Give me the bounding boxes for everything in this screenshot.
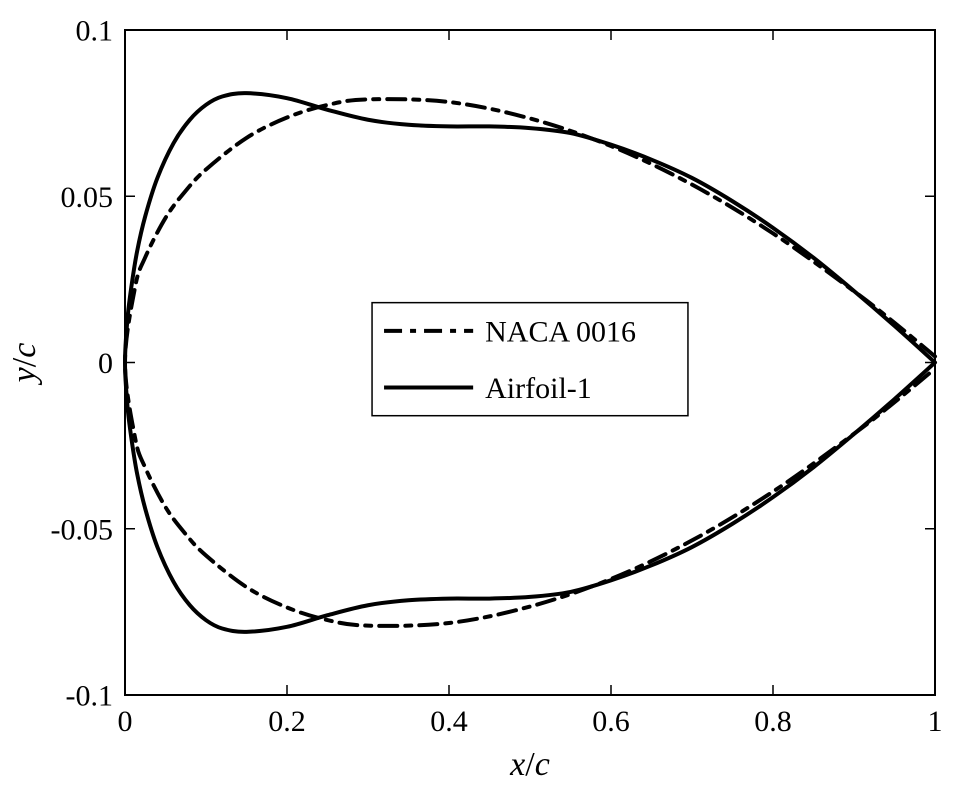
x-tick-label: 0.6 [592,705,630,738]
x-tick-label: 0.4 [430,705,468,738]
legend-label: Airfoil-1 [485,372,592,405]
y-tick-label: -0.05 [51,513,114,546]
x-tick-label: 1 [928,705,943,738]
legend-label: NACA 0016 [485,315,636,348]
x-tick-label: 0.2 [268,705,306,738]
x-tick-label: 0.8 [754,705,792,738]
y-tick-label: 0.05 [61,181,114,214]
axis-label: x/c [509,746,550,783]
axis-label: y/c [6,343,43,386]
y-tick-label: 0.1 [76,15,114,48]
y-tick-label: 0 [98,347,113,380]
y-tick-label: -0.1 [66,680,114,713]
airfoil-chart: 0 0.2 0.4 0.6 0.8 1 -0.1 -0.05 0 0.05 0.1 x/c y/c NAC… [0,0,975,790]
chart-svg: 0 0.2 0.4 0.6 0.8 1 -0.1 -0.05 0 0.05 0.1 x/c y/c NAC… [0,0,975,790]
x-tick-label: 0 [118,705,133,738]
